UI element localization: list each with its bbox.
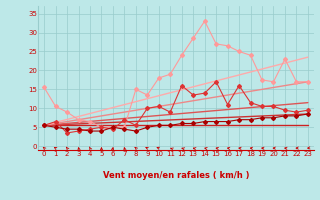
X-axis label: Vent moyen/en rafales ( km/h ): Vent moyen/en rafales ( km/h ): [103, 171, 249, 180]
